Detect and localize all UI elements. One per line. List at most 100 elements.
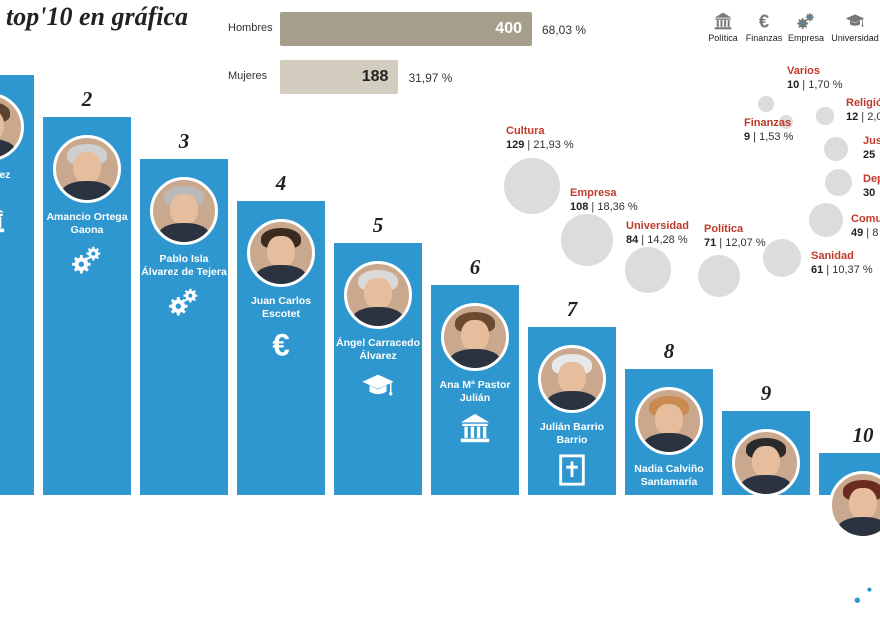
bubble-separator: | [858, 111, 868, 123]
bubble-percent: 2,0 [867, 111, 880, 123]
bubble-label: Religió 12 | 2,0 [846, 96, 880, 124]
gender-bar: 188 [280, 60, 399, 94]
rank-number: 2 [81, 87, 93, 111]
bible-icon [555, 453, 589, 487]
bubble [816, 107, 834, 125]
bubble-count: 129 [506, 139, 525, 151]
portrait-face [0, 109, 4, 141]
legend-item: Política [693, 10, 753, 43]
portrait-body [836, 517, 880, 536]
person-name: Sandra O Mera [839, 547, 880, 572]
gears-icon [167, 285, 201, 319]
gears-icon [796, 10, 816, 32]
portrait-photo [53, 135, 121, 203]
gender-percent: 68,03 % [542, 23, 587, 37]
portrait-photo [247, 219, 315, 287]
rank-number: 4 [275, 171, 287, 195]
bubble-category: Política [704, 223, 744, 235]
gears-icon [70, 243, 104, 277]
bubble-separator: | [823, 264, 833, 276]
portrait-hair [0, 102, 10, 124]
legend-item: Universidad [825, 10, 880, 43]
rank-number: 10 [852, 423, 874, 447]
portrait-photo [441, 303, 509, 371]
bubble-count: 108 [570, 201, 589, 213]
bubble [625, 247, 671, 293]
bubble-label: Cultura 129 | 21,93 % [506, 124, 574, 152]
person-name: Julián Barrio Barrio [539, 421, 605, 446]
portrait-body [545, 391, 599, 410]
bubble-separator: | [716, 237, 726, 249]
euro-icon: € [754, 10, 774, 32]
person-name: Juan Carlos Escotet [250, 295, 312, 320]
page-title: top'10 en gráfica [6, 2, 188, 31]
person-name: Nadia Calviño Santamaría [634, 463, 704, 488]
svg-text:€: € [272, 327, 289, 361]
bubble-label: Sanidad 61 | 10,37 % [811, 249, 873, 277]
person-name: Abel Caballero Álvarez [729, 505, 803, 530]
bubble-percent: 1,70 % [808, 79, 843, 91]
bubble-percent: 8 [872, 227, 879, 239]
bubble-separator: | [524, 139, 534, 151]
bubble-percent: 18,36 % [597, 201, 638, 213]
bubble-count: 71 [704, 237, 717, 249]
bubble [778, 114, 794, 130]
person-name: Pablo Isla Álvarez de Tejera [141, 253, 227, 278]
bubble [825, 169, 853, 197]
portrait-face [267, 235, 295, 267]
person-name: o Núñez ijóo [0, 169, 11, 181]
bubble-label: Comu 49 | 8 [851, 212, 880, 240]
person-name: Ángel Carracedo Álvarez [335, 337, 421, 362]
bubble-category: Religió [846, 97, 880, 109]
person-name: Amancio Ortega Gaona [46, 211, 128, 236]
portrait-photo [732, 429, 800, 497]
portrait-body [254, 265, 308, 284]
bubble-count: 10 [787, 79, 800, 91]
portrait-body [157, 223, 211, 242]
bubble-count: 61 [811, 264, 824, 276]
bubble-count: 49 [851, 227, 864, 239]
bubble-label: Jus 25 [863, 134, 880, 162]
bubble-label: Finanzas 9 | 1,53 % [744, 116, 793, 144]
bubble-category: Cultura [506, 125, 545, 137]
bubble-separator: | [750, 131, 760, 143]
graduation-cap-icon [845, 10, 865, 32]
portrait-photo [538, 345, 606, 413]
legend-label: Empresa [787, 33, 824, 43]
bubble-category: Finanzas [744, 117, 792, 129]
bubble-label: Universidad 84 | 14,28 % [626, 219, 689, 247]
bubble-percent: 12,07 % [725, 237, 766, 249]
bubble-label: Varios 10 | 1,70 % [787, 64, 842, 92]
rank-number: 3 [178, 129, 190, 153]
columns-icon [0, 201, 7, 235]
rank-number: 8 [663, 339, 675, 363]
portrait-face [849, 487, 877, 519]
euro-icon: € [264, 327, 298, 362]
bubble [758, 96, 774, 112]
portrait-body [60, 181, 114, 200]
portrait-photo [635, 387, 703, 455]
bubble-label: Dep 30 [863, 172, 880, 200]
bubble-percent: 21,93 % [533, 139, 574, 151]
legend-item: Empresa [776, 10, 836, 43]
bubble-count: 9 [744, 131, 751, 143]
bubble-count: 30 [863, 187, 876, 199]
bubble-category: Jus [863, 135, 880, 147]
rank-number: 6 [469, 255, 481, 279]
bubble-percent: 14,28 % [647, 234, 688, 246]
bubble-category: Comu [851, 213, 880, 225]
legend-item: € Finanzas [734, 10, 794, 43]
gender-label: Hombres [228, 22, 273, 34]
bubble [698, 255, 740, 297]
bubble-count: 12 [846, 111, 859, 123]
bubble [808, 202, 844, 238]
svg-text:€: € [759, 11, 769, 31]
portrait-face [170, 193, 198, 225]
legend-label: Política [708, 33, 738, 43]
bubble-label: Política 71 | 12,07 % [704, 222, 766, 250]
bubble [504, 158, 560, 214]
portrait-body [642, 433, 696, 452]
portrait-photo [150, 177, 218, 245]
person-name: Ana Mª Pastor Julián [439, 379, 511, 404]
bubble-separator: | [799, 79, 809, 91]
